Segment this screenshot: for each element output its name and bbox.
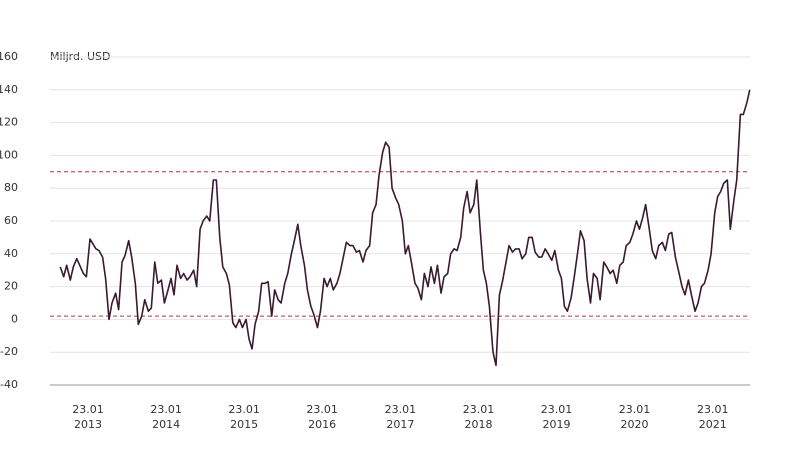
y-tick-label: 140 (0, 83, 18, 96)
x-tick-label: 23.01 2021 (697, 403, 729, 431)
x-tick-label: 23.01 2016 (306, 403, 338, 431)
y-tick-label: 80 (4, 181, 18, 194)
y-tick-label: -40 (0, 378, 18, 391)
y-tick-label: 60 (4, 214, 18, 227)
y-tick-label: 160 (0, 50, 18, 63)
y-tick-label: 0 (11, 312, 18, 325)
y-tick-label: -20 (0, 345, 18, 358)
x-tick-label: 23.01 2013 (72, 403, 104, 431)
x-tick-label: 23.01 2019 (541, 403, 573, 431)
y-tick-label: 120 (0, 116, 18, 129)
y-tick-label: 100 (0, 148, 18, 161)
data-line (59, 89, 751, 367)
x-tick-label: 23.01 2017 (385, 403, 417, 431)
x-tick-label: 23.01 2018 (463, 403, 495, 431)
x-tick-label: 23.01 2015 (228, 403, 260, 431)
x-tick-label: 23.01 2014 (150, 403, 182, 431)
x-tick-label: 23.01 2020 (619, 403, 651, 431)
y-tick-label: 40 (4, 247, 18, 260)
y-tick-label: 20 (4, 280, 18, 293)
